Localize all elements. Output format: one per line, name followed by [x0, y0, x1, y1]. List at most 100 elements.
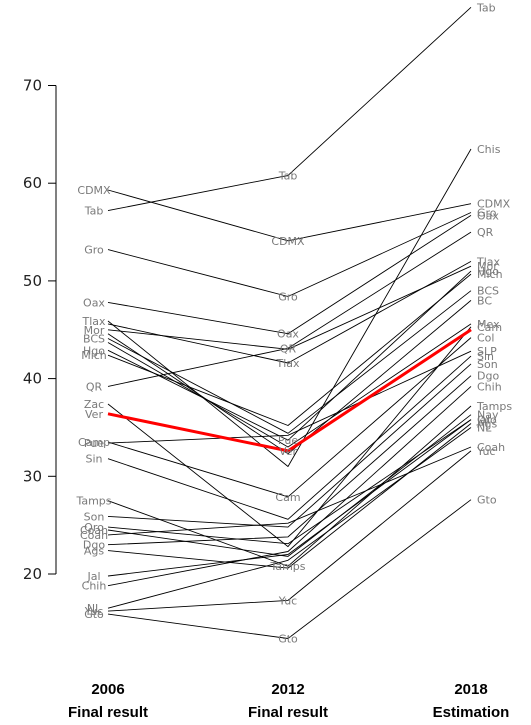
- point-label-hgo-2018: Hgo: [477, 265, 499, 278]
- point-label-col-2018: Col: [477, 332, 494, 345]
- point-label-dgo-2006: Dgo: [83, 539, 105, 552]
- series-line-mich: [107, 273, 472, 426]
- point-label-tamps-2018: Tamps: [476, 400, 512, 413]
- point-label-cdmx-2012: CDMX: [271, 235, 305, 248]
- point-label-col-2012: Cam: [275, 491, 300, 504]
- point-label-son-2006: Son: [84, 510, 105, 523]
- series-line-chih: [107, 386, 472, 587]
- series-line-mor: [107, 265, 472, 350]
- point-label-son-2018: Son: [477, 358, 498, 371]
- point-label-oax-2006: Oax: [83, 296, 105, 309]
- point-label-gto-2018: Gto: [477, 494, 497, 507]
- point-label-gro-2012: Gro: [278, 291, 298, 304]
- column-year-2012: 2012: [271, 681, 304, 698]
- y-tick-label-70: 70: [23, 77, 42, 95]
- point-label-yuc-2018: Yuc: [476, 445, 495, 458]
- point-label-pue-2018: SLP: [477, 345, 497, 358]
- series-line-bcs: [107, 290, 472, 434]
- series-line-oax: [107, 215, 472, 335]
- point-label-nay-2018: Nay: [477, 409, 499, 422]
- point-label-sin-2018: Sin: [477, 350, 494, 363]
- point-label-yuc-2006: Yuc: [84, 605, 103, 618]
- point-label-nl-2018: NL: [477, 421, 492, 434]
- series-line-cdmx: [107, 189, 472, 242]
- point-label-tab-2012: Tab: [278, 169, 298, 182]
- point-label-col-2006: Camp: [78, 436, 110, 449]
- point-label-chih-2018: Chih: [477, 380, 502, 393]
- series-line-pue: [107, 350, 472, 444]
- point-label-bc-2018: BC: [477, 294, 492, 307]
- series-line-jal: [107, 419, 472, 577]
- series-line-hgo: [107, 270, 472, 441]
- series-line-tamps: [107, 405, 472, 567]
- series-line-tab: [107, 6, 472, 212]
- point-label-tlax-2018: Tlax: [476, 255, 501, 268]
- point-label-gro-2006: Gro: [84, 244, 104, 257]
- point-label-mich-2018: Mich: [477, 268, 503, 281]
- point-label-gro-2018: Gro: [477, 207, 497, 220]
- series-line-gro: [107, 212, 472, 297]
- point-label-zac-2018: Cam: [477, 321, 502, 334]
- point-label-mor-2018: Mor: [477, 260, 498, 273]
- point-label-dgo-2018: Dgo: [477, 370, 499, 383]
- column-subtitle-2012: Final result: [248, 704, 328, 721]
- column-year-2006: 2006: [91, 681, 124, 698]
- series-line-bc: [107, 300, 472, 455]
- y-tick-label-20: 20: [23, 565, 42, 583]
- column-year-2018: 2018: [454, 681, 487, 698]
- point-label-cdmx-2018: CDMX: [477, 198, 511, 211]
- point-label-oax-2012: Oax: [277, 328, 299, 341]
- point-label-jal-2018: Jal: [476, 414, 490, 427]
- point-label-ver-2006: Ver: [85, 408, 103, 421]
- point-label-ags-2018: Ags: [477, 418, 498, 431]
- point-label-gto-2006: Gto: [84, 608, 104, 621]
- column-subtitle-2018: Estimation: [433, 704, 510, 721]
- point-label-chis-2006: Tlax: [81, 315, 106, 328]
- point-label-chis-2018: Chis: [477, 143, 501, 156]
- point-label-qr-2018: QR: [477, 226, 494, 239]
- point-label-bcs-2006: BCS: [83, 333, 105, 346]
- point-label-nay-2006: Coah: [80, 524, 108, 537]
- series-line-zac: [107, 326, 472, 548]
- y-tick-label-40: 40: [23, 370, 42, 388]
- point-label-tab-2006: Tab: [84, 205, 104, 218]
- point-label-bcs-2018: BCS: [477, 285, 499, 298]
- point-label-ags-2006: Ags: [84, 545, 105, 558]
- point-label-coah-2006: Coah: [80, 529, 108, 542]
- series-line-gto: [107, 499, 472, 639]
- series-line-qro: [107, 419, 472, 545]
- y-tick-label-50: 50: [23, 272, 42, 290]
- point-label-ver-2012: Ver: [279, 445, 297, 458]
- point-label-tlax-2012: Tlax: [275, 357, 300, 370]
- point-label-qro-2018: Qro: [477, 414, 497, 427]
- point-label-chih-2006: Chih: [82, 580, 107, 593]
- series-line-nay: [107, 414, 472, 557]
- column-subtitle-2006: Final result: [68, 704, 148, 721]
- point-label-qro-2006: Qro: [84, 521, 104, 534]
- point-label-tamps-2012: Tamps: [269, 560, 305, 573]
- series-line-son: [107, 363, 472, 528]
- point-label-hgo-2012: Pue: [278, 434, 298, 447]
- series-line-ver: [107, 328, 472, 453]
- point-label-nl-2006: NL: [87, 602, 102, 615]
- point-label-oax-2018: Oax: [477, 209, 499, 222]
- point-label-sin-2006: Sin: [85, 453, 102, 466]
- point-label-qr-2006: QR: [86, 380, 103, 393]
- point-label-gto-2012: Gto: [278, 632, 298, 645]
- series-line-tlax: [107, 261, 472, 364]
- point-label-qr-2012: QR: [280, 342, 297, 355]
- y-tick-label-30: 30: [23, 467, 42, 485]
- point-label-tab-2018: Tab: [476, 1, 496, 14]
- series-line-ags: [107, 423, 472, 569]
- point-label-zac-2006: Zac: [84, 398, 104, 411]
- series-line-yuc: [107, 450, 472, 612]
- series-line-sin: [107, 355, 472, 520]
- series-line-dgo: [107, 375, 472, 546]
- point-label-mor-2006: Mor: [84, 324, 105, 337]
- point-label-coah-2018: Coah: [477, 441, 505, 454]
- point-label-mich-2006: Mich: [81, 349, 107, 362]
- series-line-col: [107, 337, 472, 498]
- point-label-mex-2018: Mex: [477, 318, 500, 331]
